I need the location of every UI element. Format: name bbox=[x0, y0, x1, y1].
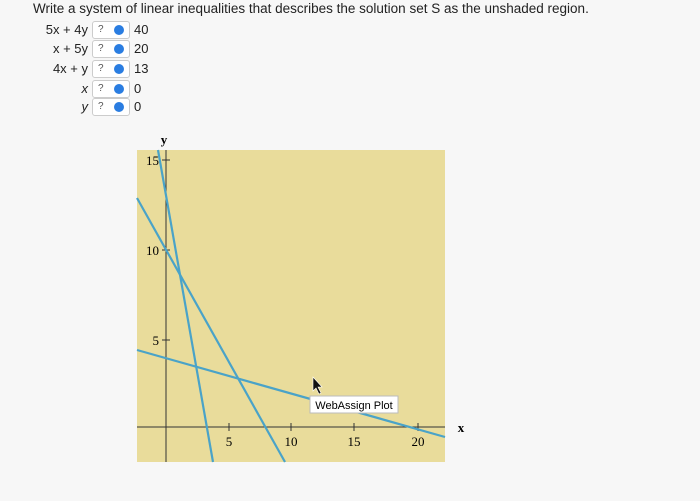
lhs: 4x + y bbox=[52, 61, 88, 76]
inequality-row: 4x + y? 13 bbox=[0, 60, 200, 78]
rhs: 40 bbox=[134, 22, 149, 37]
shaded-region bbox=[137, 150, 445, 462]
inequality-row: x? 0 bbox=[0, 80, 200, 98]
y-axis-label: y bbox=[161, 132, 168, 147]
lhs: 5x + 4y bbox=[45, 22, 88, 37]
rhs: 20 bbox=[134, 41, 149, 56]
select-value: ? bbox=[98, 83, 104, 94]
inequality-row: x + 5y? 20 bbox=[0, 40, 200, 58]
y-tick-label: 15 bbox=[146, 153, 159, 168]
select-icon bbox=[114, 64, 124, 74]
select-icon bbox=[114, 44, 124, 54]
x-tick-label: 5 bbox=[226, 434, 233, 449]
select-value: ? bbox=[98, 24, 104, 35]
question: Write a system of linear inequalities th… bbox=[33, 1, 589, 16]
rhs: 13 bbox=[134, 61, 149, 76]
watermark-box bbox=[309, 395, 399, 414]
x-axis-label: x bbox=[458, 420, 465, 435]
relation-select[interactable]: ? bbox=[92, 80, 130, 98]
y-tick-label: 5 bbox=[153, 333, 160, 348]
select-icon bbox=[114, 25, 124, 35]
relation-select[interactable]: ? bbox=[92, 98, 130, 116]
inequality-row: 5x + 4y? 40 bbox=[0, 21, 200, 39]
relation-select[interactable]: ? bbox=[92, 60, 130, 78]
select-icon bbox=[114, 84, 124, 94]
relation-select[interactable]: ? bbox=[92, 40, 130, 58]
rhs: 0 bbox=[134, 81, 142, 96]
inequality-row: y? 0 bbox=[0, 98, 200, 116]
watermark: WebAssign Plot bbox=[315, 400, 392, 412]
lhs: x bbox=[81, 81, 89, 96]
x-tick-label: 20 bbox=[412, 434, 425, 449]
y-tick-label: 10 bbox=[146, 243, 159, 258]
select-value: ? bbox=[98, 43, 104, 54]
lhs: x + 5y bbox=[52, 41, 88, 56]
relation-select[interactable]: ? bbox=[92, 21, 130, 39]
x-tick-label: 10 bbox=[285, 434, 298, 449]
select-value: ? bbox=[98, 63, 104, 74]
cursor bbox=[312, 376, 323, 395]
select-value: ? bbox=[98, 101, 104, 112]
select-icon bbox=[114, 102, 124, 112]
rhs: 0 bbox=[134, 99, 142, 114]
x-tick-label: 15 bbox=[348, 434, 361, 449]
lhs: y bbox=[81, 99, 89, 114]
boundary-lines bbox=[136, 149, 446, 463]
